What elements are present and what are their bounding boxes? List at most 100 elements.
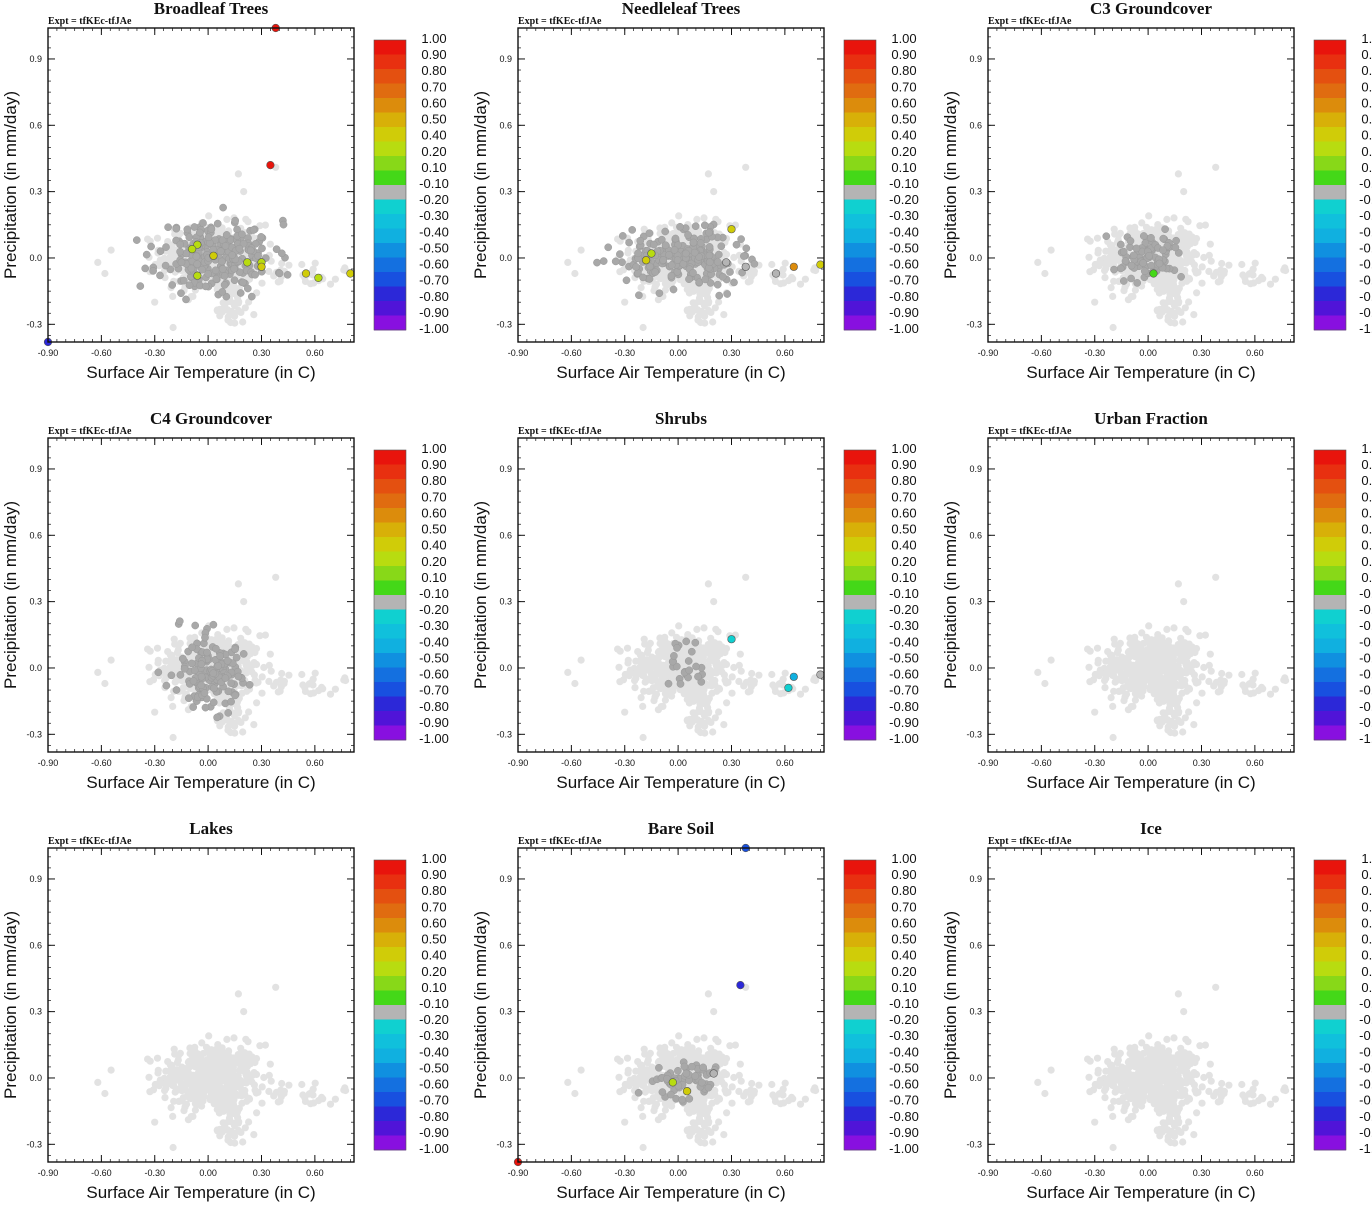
data-point-background xyxy=(1094,235,1101,242)
colorbar-tick-label: 1.00 xyxy=(1361,31,1372,46)
data-point-background xyxy=(768,261,775,268)
data-point-background xyxy=(1101,267,1108,274)
data-point-neutral xyxy=(202,283,209,290)
colorbar-swatch xyxy=(844,581,876,596)
colorbar-swatch xyxy=(1314,156,1346,171)
data-point-background xyxy=(245,661,252,668)
data-point-background xyxy=(147,648,154,655)
data-point-highlighted xyxy=(210,252,218,260)
colorbar-tick-label: 0.60 xyxy=(1361,95,1372,110)
x-tick-label: 0.00 xyxy=(199,758,217,768)
data-point-background xyxy=(259,673,266,680)
y-tick-label: 0.6 xyxy=(29,120,42,130)
data-point-neutral xyxy=(150,267,157,274)
colorbar-swatch xyxy=(374,55,406,70)
data-point-neutral xyxy=(258,245,265,252)
data-point-background xyxy=(1207,241,1214,248)
data-point-background xyxy=(662,280,669,287)
data-point-background xyxy=(230,624,237,631)
data-point-background xyxy=(709,318,716,325)
data-point-neutral xyxy=(177,241,184,248)
data-point-neutral xyxy=(672,235,679,242)
data-point-neutral xyxy=(221,272,228,279)
colorbar-swatch xyxy=(374,653,406,668)
data-point-background xyxy=(751,678,758,685)
data-point-background xyxy=(244,628,251,635)
colorbar-swatch xyxy=(1314,200,1346,215)
chart-title: Needleleaf Trees xyxy=(622,0,741,18)
colorbar-tick-label: -0.30 xyxy=(419,208,449,223)
colorbar-tick-label: 0.80 xyxy=(891,63,916,78)
colorbar-tick-label: -0.60 xyxy=(419,667,449,682)
colorbar-tick-label: 1.00 xyxy=(891,31,916,46)
data-point-neutral xyxy=(706,243,713,250)
x-tick-label: -0.90 xyxy=(508,758,529,768)
colorbar-tick-label: -0.70 xyxy=(419,273,449,288)
data-point-neutral xyxy=(637,237,644,244)
data-point-background xyxy=(101,270,108,277)
data-point-highlighted xyxy=(790,673,798,681)
y-tick-label: 0.3 xyxy=(969,187,982,197)
data-point-neutral xyxy=(155,669,162,676)
data-point-background xyxy=(1109,293,1116,300)
data-point-background xyxy=(1163,626,1170,633)
data-point-background xyxy=(318,684,325,691)
data-point-background xyxy=(1252,260,1259,267)
x-tick-label: -0.30 xyxy=(614,348,635,358)
data-point-background xyxy=(782,670,789,677)
colorbar-swatch xyxy=(844,272,876,287)
data-point-background xyxy=(1183,259,1190,266)
colorbar-swatch xyxy=(1314,301,1346,316)
data-point-neutral xyxy=(694,673,701,680)
colorbar-tick-label: -0.80 xyxy=(889,699,919,714)
data-point-background xyxy=(655,296,662,303)
colorbar-tick-label: -0.10 xyxy=(889,176,919,191)
colorbar-swatch xyxy=(844,711,876,726)
data-point-neutral xyxy=(656,290,663,297)
colorbar-swatch xyxy=(844,229,876,244)
data-point-background xyxy=(738,668,745,675)
data-point-background xyxy=(748,670,755,677)
y-axis-label: Precipitation (in mm/day) xyxy=(941,91,960,279)
data-point-neutral xyxy=(222,675,229,682)
data-point-neutral xyxy=(740,253,747,260)
data-point-neutral xyxy=(1178,273,1185,280)
colorbar-tick-label: -0.10 xyxy=(419,586,449,601)
colorbar-swatch xyxy=(1314,40,1346,55)
data-point-background xyxy=(751,268,758,275)
data-point-background xyxy=(1131,224,1138,231)
colorbar-swatch xyxy=(374,113,406,128)
chart-title: C3 Groundcover xyxy=(1090,0,1212,18)
data-point-neutral xyxy=(1128,262,1135,269)
colorbar-tick-label: -0.80 xyxy=(1359,289,1372,304)
colorbar-tick-label: -0.20 xyxy=(419,192,449,207)
data-point-background xyxy=(692,709,699,716)
data-point-background xyxy=(101,680,108,687)
colorbar-tick-label: -0.20 xyxy=(1359,192,1372,207)
data-point-background xyxy=(777,280,784,287)
data-point-background xyxy=(1168,308,1175,315)
data-point-neutral xyxy=(220,204,227,211)
colorbar-tick-label: -0.50 xyxy=(419,240,449,255)
data-point-background xyxy=(239,318,246,325)
colorbar-swatch xyxy=(374,316,406,331)
data-point-background xyxy=(1190,311,1197,318)
data-point-background xyxy=(240,188,247,195)
data-point-background xyxy=(1048,247,1055,254)
y-tick-label: 0.3 xyxy=(29,187,42,197)
data-point-neutral xyxy=(1117,241,1124,248)
colorbar-swatch xyxy=(844,113,876,128)
data-point-background xyxy=(308,679,315,686)
data-point-background xyxy=(240,598,247,605)
data-point-neutral xyxy=(1130,252,1137,259)
data-point-neutral xyxy=(634,250,641,257)
data-point-background xyxy=(686,312,693,319)
data-point-neutral xyxy=(221,281,228,288)
data-point-background xyxy=(1034,259,1041,266)
data-point-background xyxy=(1125,296,1132,303)
data-point-neutral xyxy=(605,244,612,251)
data-point-neutral xyxy=(1159,247,1166,254)
colorbar-tick-label: 0.80 xyxy=(421,473,446,488)
